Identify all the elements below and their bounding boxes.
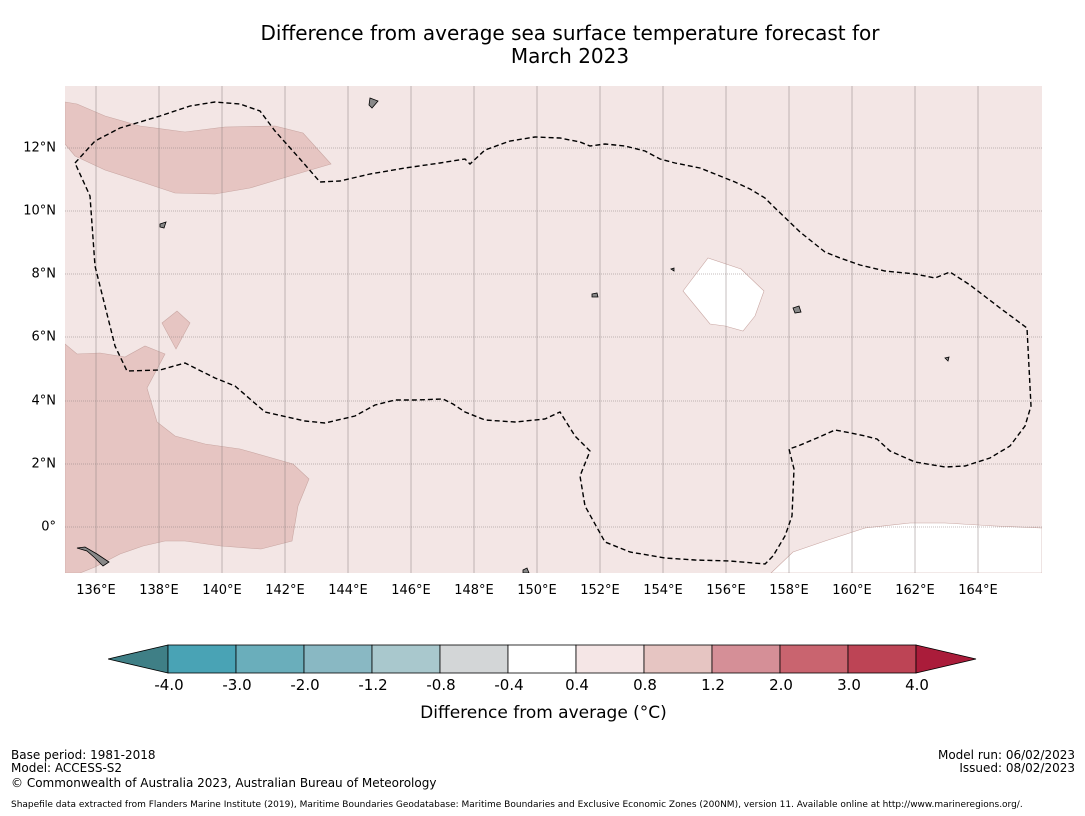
colorbar-cell bbox=[711, 644, 781, 674]
lat-label: 6°N bbox=[31, 329, 57, 345]
footer-left: Base period: 1981-2018 Model: ACCESS-S2 … bbox=[11, 749, 436, 790]
colorbar-cell bbox=[167, 644, 237, 674]
colorbar-tick-label: -3.0 bbox=[222, 676, 252, 694]
colorbar-tick-label: 1.2 bbox=[701, 676, 725, 694]
sst-anomaly-map bbox=[65, 86, 1042, 573]
lon-label: 148°E bbox=[454, 583, 494, 598]
lon-label: 158°E bbox=[769, 583, 809, 598]
colorbar-cell bbox=[575, 644, 645, 674]
island bbox=[522, 567, 530, 573]
lon-label: 160°E bbox=[832, 583, 872, 598]
island bbox=[944, 356, 950, 362]
latitude-gridlines bbox=[65, 147, 1042, 528]
issued-date: Issued: 08/02/2023 bbox=[959, 761, 1075, 775]
colorbar-tick-label: -4.0 bbox=[154, 676, 184, 694]
colorbar bbox=[108, 644, 977, 674]
lat-label: 2°N bbox=[31, 456, 57, 472]
colorbar-tick-label: -0.8 bbox=[426, 676, 456, 694]
colorbar-cell bbox=[303, 644, 373, 674]
lon-label: 138°E bbox=[139, 583, 179, 598]
lon-label: 164°E bbox=[958, 583, 998, 598]
lon-label: 140°E bbox=[202, 583, 242, 598]
shapefile-note: Shapefile data extracted from Flanders M… bbox=[11, 800, 1023, 810]
title-line-1: Difference from average sea surface temp… bbox=[260, 21, 880, 45]
map-title: Difference from average sea surface temp… bbox=[0, 22, 1085, 68]
colorbar-cell bbox=[643, 644, 713, 674]
islands bbox=[76, 97, 950, 573]
copyright: © Commonwealth of Australia 2023, Austra… bbox=[11, 776, 437, 790]
island bbox=[76, 546, 110, 567]
lon-label: 154°E bbox=[643, 583, 683, 598]
map-canvas bbox=[65, 86, 1042, 573]
lon-label: 156°E bbox=[706, 583, 746, 598]
island bbox=[591, 292, 599, 298]
lon-label: 150°E bbox=[517, 583, 557, 598]
neutral-anomaly-southeast bbox=[770, 522, 1042, 573]
colorbar-tick-label: 0.4 bbox=[565, 676, 589, 694]
colorbar-extend-high bbox=[915, 644, 977, 674]
colorbar-tick-label: -1.2 bbox=[358, 676, 388, 694]
colorbar-extend-low bbox=[108, 644, 169, 674]
colorbar-cell bbox=[439, 644, 509, 674]
colorbar-tick-label: 4.0 bbox=[905, 676, 929, 694]
colorbar-tick-label: -2.0 bbox=[290, 676, 320, 694]
lat-label: 0° bbox=[41, 519, 56, 535]
lon-label: 144°E bbox=[328, 583, 368, 598]
lon-label: 162°E bbox=[895, 583, 935, 598]
model-run: Model run: 06/02/2023 bbox=[937, 748, 1075, 762]
colorbar-cell bbox=[847, 644, 917, 674]
warm-anomaly-region-small bbox=[161, 310, 191, 350]
title-line-2: March 2023 bbox=[510, 44, 630, 68]
colorbar-cell bbox=[371, 644, 441, 674]
colorbar-cell bbox=[235, 644, 305, 674]
island bbox=[670, 267, 675, 272]
lat-label: 8°N bbox=[31, 266, 57, 282]
lat-label: 10°N bbox=[23, 203, 56, 219]
model-name: Model: ACCESS-S2 bbox=[11, 761, 123, 775]
colorbar-tick-label: -0.4 bbox=[494, 676, 524, 694]
lon-label: 136°E bbox=[76, 583, 116, 598]
lon-label: 142°E bbox=[265, 583, 305, 598]
colorbar-tick-label: 2.0 bbox=[769, 676, 793, 694]
base-period: Base period: 1981-2018 bbox=[11, 748, 156, 762]
lon-label: 152°E bbox=[580, 583, 620, 598]
island bbox=[159, 221, 167, 229]
island bbox=[368, 97, 379, 109]
longitude-gridlines bbox=[95, 86, 979, 573]
footer-right: Model run: 06/02/2023 Issued: 08/02/2023 bbox=[938, 749, 1075, 775]
lat-label: 12°N bbox=[23, 140, 56, 156]
neutral-anomaly-patch bbox=[682, 257, 765, 332]
lon-label: 146°E bbox=[391, 583, 431, 598]
colorbar-cell bbox=[779, 644, 849, 674]
eez-boundary bbox=[74, 101, 1032, 565]
island bbox=[792, 305, 802, 314]
lat-label: 4°N bbox=[31, 393, 57, 409]
colorbar-title: Difference from average (°C) bbox=[420, 703, 667, 723]
colorbar-cell bbox=[507, 644, 577, 674]
colorbar-tick-label: 0.8 bbox=[633, 676, 657, 694]
colorbar-tick-label: 3.0 bbox=[837, 676, 861, 694]
